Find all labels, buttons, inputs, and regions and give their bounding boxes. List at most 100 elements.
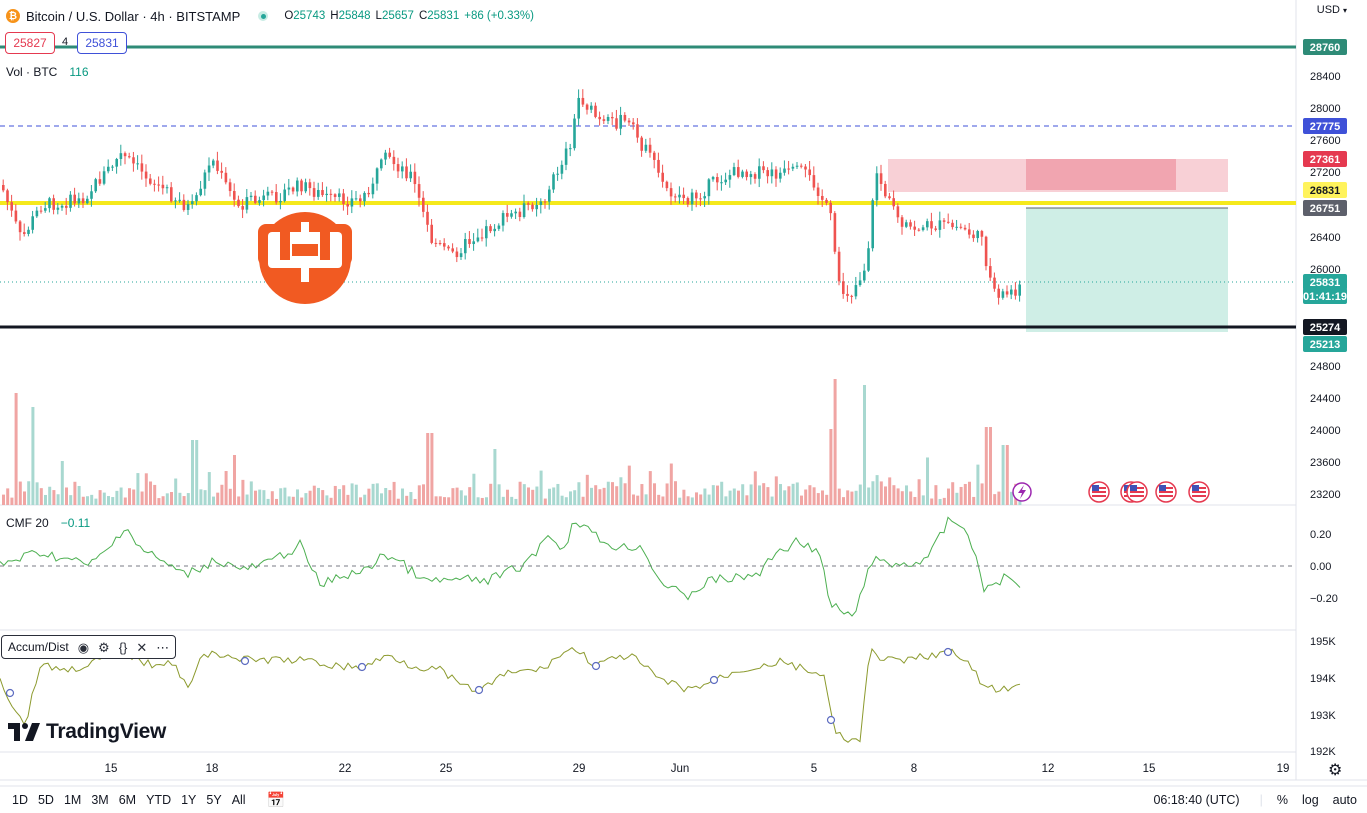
us-flag-icon[interactable]: [1155, 481, 1177, 503]
volume-bar: [241, 479, 245, 505]
us-flag-icon[interactable]: [1088, 481, 1110, 503]
candle: [304, 178, 307, 194]
gear-icon[interactable]: ⚙: [98, 639, 110, 655]
price-tick: 26000: [1310, 264, 1341, 276]
candle: [451, 243, 454, 254]
percent-scale-toggle[interactable]: %: [1276, 792, 1288, 807]
signal-marker[interactable]: [943, 647, 953, 657]
price-label[interactable]: 25213: [1303, 336, 1347, 352]
tradingview-logo[interactable]: TradingView: [8, 720, 166, 744]
ohlc-key: H: [330, 10, 339, 22]
take-profit-zone[interactable]: [1026, 208, 1228, 332]
volume-bar: [510, 496, 514, 505]
price-label[interactable]: 26751: [1303, 200, 1347, 216]
symbol-title[interactable]: Bitcoin / U.S. Dollar · 4h · BITSTAMP: [26, 8, 241, 24]
volume-bar: [993, 494, 997, 505]
ohlc-value: 25831: [427, 10, 460, 22]
chart-settings-icon[interactable]: ⚙: [1328, 762, 1343, 779]
candle: [758, 158, 761, 188]
signal-marker[interactable]: [591, 661, 601, 671]
signal-marker[interactable]: [5, 688, 15, 698]
time-tick: 18: [206, 763, 219, 775]
volume-bar: [161, 496, 165, 505]
candle: [795, 161, 799, 169]
close-icon[interactable]: ✕: [136, 639, 148, 655]
timeframe-1y[interactable]: 1Y: [181, 792, 197, 807]
price-label[interactable]: 01:41:19: [1303, 288, 1347, 304]
price-label[interactable]: 26831: [1303, 182, 1347, 198]
us-flag-icon[interactable]: [1126, 481, 1148, 503]
price-label[interactable]: 25831: [1303, 274, 1347, 290]
timeframe-1d[interactable]: 1D: [12, 792, 28, 807]
time-axis[interactable]: 15 18 22 25 29 Jun 5 8 12 15 19: [105, 763, 1290, 775]
signal-marker[interactable]: [826, 715, 836, 725]
volume-bar: [833, 379, 837, 505]
timeframe-all[interactable]: All: [231, 792, 246, 807]
price-label[interactable]: 28760: [1303, 39, 1347, 55]
sell-button[interactable]: 25827: [5, 32, 55, 54]
price-label[interactable]: 27361: [1303, 151, 1347, 167]
candle: [636, 118, 639, 143]
candle: [972, 230, 975, 242]
cmf-tick: 0.20: [1310, 529, 1331, 541]
lightning-icon[interactable]: [1012, 482, 1032, 502]
volume-bar: [39, 488, 43, 505]
stop-loss-zone-inner[interactable]: [1026, 159, 1176, 190]
timeframe-1m[interactable]: 1M: [63, 792, 82, 807]
volume-legend[interactable]: Vol · BTC 116: [6, 65, 89, 79]
volume-bar: [90, 494, 94, 505]
candle: [564, 141, 568, 171]
cmf-legend[interactable]: CMF 20 −0.11: [6, 516, 90, 530]
utc-clock[interactable]: 06:18:40 (UTC): [1153, 792, 1240, 807]
candle: [300, 178, 303, 196]
signal-marker[interactable]: [240, 656, 250, 666]
log-scale-toggle[interactable]: log: [1301, 792, 1319, 807]
signal-marker[interactable]: [357, 662, 367, 672]
volume-bars: [2, 379, 1022, 505]
us-flag-icon[interactable]: [1188, 481, 1210, 503]
candle: [661, 164, 664, 188]
candle: [447, 245, 450, 251]
signal-marker[interactable]: [474, 685, 484, 695]
timeframe-ytd[interactable]: YTD: [146, 792, 172, 807]
economic-events[interactable]: [1088, 481, 1210, 503]
candle: [65, 197, 68, 215]
candle: [224, 167, 228, 185]
candle: [434, 238, 438, 248]
currency-selector[interactable]: USD ▾: [1317, 4, 1347, 16]
volume-bar: [728, 490, 732, 505]
price-axis[interactable]: 28400 28000 27600 27200 26400 26000 24800 24400…: [0, 39, 1347, 758]
buy-button[interactable]: 25831: [77, 32, 127, 54]
candle: [598, 111, 601, 126]
candle: [317, 182, 320, 200]
candle: [94, 177, 97, 193]
volume-bar: [501, 496, 505, 505]
signal-marker[interactable]: [709, 675, 719, 685]
price-label[interactable]: 27775: [1303, 118, 1347, 134]
eye-icon[interactable]: ◉: [77, 639, 90, 655]
price-label[interactable]: 25274: [1303, 319, 1347, 335]
more-icon[interactable]: ⋯: [156, 639, 170, 655]
candle: [728, 169, 732, 188]
bitcoin-icon: ₿: [6, 9, 20, 23]
candle: [476, 228, 480, 243]
ohlc-values: O25743 H25848 L25657 C25831 +86 (+0.33%): [284, 10, 534, 22]
price-tick: 27600: [1310, 135, 1341, 147]
timeframe-3m[interactable]: 3M: [91, 792, 109, 807]
market-status-icon[interactable]: [258, 11, 269, 21]
bottom-right-controls: 06:18:40 (UTC) | % log auto: [1153, 793, 1357, 807]
candle: [195, 192, 198, 206]
accum-dist-legend[interactable]: Accum/Dist ◉ ⚙ {} ✕ ⋯: [1, 635, 177, 659]
candle: [136, 155, 139, 170]
timeframe-6m[interactable]: 6M: [118, 792, 137, 807]
calendar-range-icon[interactable]: 📅: [266, 791, 286, 809]
volume-bar: [669, 463, 673, 505]
candle: [900, 215, 904, 235]
braces-icon[interactable]: {}: [118, 639, 128, 655]
timeframe-5y[interactable]: 5Y: [206, 792, 222, 807]
timeframe-5d[interactable]: 5D: [37, 792, 54, 807]
candle: [98, 171, 102, 186]
candle: [161, 175, 165, 195]
auto-scale-toggle[interactable]: auto: [1332, 792, 1357, 807]
